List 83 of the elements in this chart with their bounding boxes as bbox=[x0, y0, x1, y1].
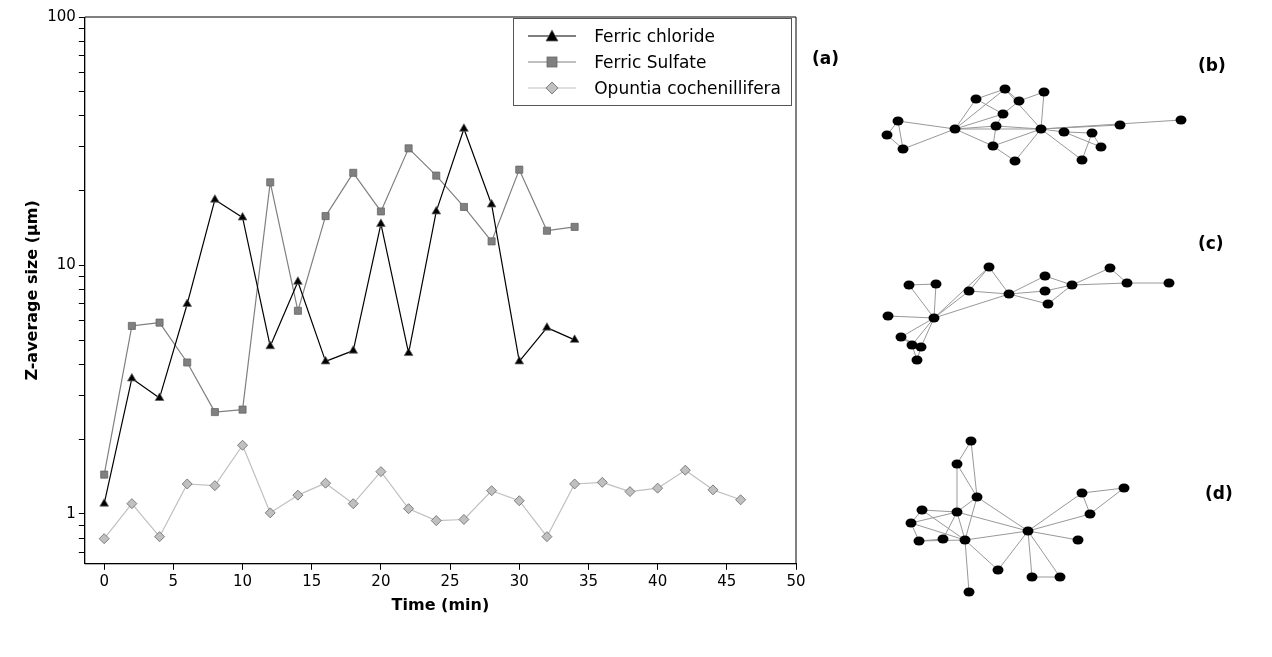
x-tick-label: 40 bbox=[648, 571, 668, 590]
point bbox=[155, 318, 164, 327]
x-tick-label: 15 bbox=[302, 571, 322, 590]
point bbox=[596, 476, 608, 488]
point bbox=[100, 470, 109, 479]
point bbox=[514, 356, 525, 365]
point bbox=[321, 212, 330, 221]
x-tick-label: 50 bbox=[786, 571, 806, 590]
point bbox=[679, 464, 691, 476]
y-tick-label: 100 bbox=[47, 6, 76, 25]
point bbox=[210, 194, 220, 203]
point bbox=[513, 495, 525, 507]
point bbox=[126, 498, 138, 510]
legend-label: Ferric Sulfate bbox=[594, 52, 707, 72]
text: (d) bbox=[1205, 483, 1233, 503]
point bbox=[99, 498, 109, 507]
point bbox=[459, 123, 469, 132]
point bbox=[292, 489, 304, 501]
point bbox=[348, 345, 358, 354]
y-tick-label: 10 bbox=[56, 255, 76, 274]
text: (b) bbox=[1198, 55, 1226, 75]
point bbox=[570, 222, 579, 231]
point bbox=[458, 514, 470, 525]
point bbox=[154, 531, 165, 543]
point bbox=[515, 165, 524, 174]
point bbox=[569, 478, 581, 490]
point bbox=[430, 515, 442, 527]
point bbox=[182, 298, 192, 307]
point bbox=[181, 478, 193, 490]
x-tick-label: 35 bbox=[578, 571, 599, 590]
x-tick-label: 30 bbox=[509, 571, 529, 590]
point bbox=[569, 334, 580, 343]
point bbox=[432, 171, 441, 180]
point bbox=[237, 212, 248, 221]
point bbox=[347, 498, 359, 510]
point bbox=[624, 486, 636, 497]
point bbox=[431, 206, 441, 215]
point bbox=[541, 531, 553, 543]
point bbox=[238, 405, 247, 414]
point bbox=[735, 494, 747, 506]
point bbox=[237, 439, 248, 451]
x-axis-title: Time (min) bbox=[391, 594, 490, 614]
point bbox=[127, 322, 136, 330]
point bbox=[404, 144, 413, 153]
point bbox=[543, 226, 551, 235]
point bbox=[375, 466, 387, 478]
x-tick-label: 45 bbox=[717, 571, 737, 590]
point bbox=[487, 237, 496, 246]
point bbox=[98, 533, 110, 545]
x-tick-label: 25 bbox=[440, 571, 460, 590]
point bbox=[293, 276, 303, 285]
point bbox=[266, 178, 275, 187]
point bbox=[376, 218, 386, 227]
point bbox=[349, 168, 358, 177]
point bbox=[127, 373, 137, 382]
x-tick-label: 5 bbox=[168, 571, 179, 590]
point bbox=[403, 503, 414, 515]
legend-label: Opuntia cochenillifera bbox=[594, 78, 781, 98]
point bbox=[264, 507, 276, 519]
x-tick-label: 0 bbox=[99, 571, 109, 590]
y-tick-label: 1 bbox=[66, 503, 76, 522]
point bbox=[293, 306, 302, 315]
point bbox=[210, 408, 219, 417]
point bbox=[265, 340, 275, 350]
text: (a) bbox=[812, 48, 840, 68]
point bbox=[460, 203, 468, 211]
point bbox=[707, 484, 719, 496]
point bbox=[154, 392, 165, 401]
text: (c) bbox=[1198, 233, 1224, 253]
point bbox=[403, 347, 414, 356]
point bbox=[376, 207, 385, 216]
x-tick-label: 10 bbox=[233, 571, 253, 590]
point bbox=[209, 480, 221, 492]
y-axis-title: Z-average size (µm) bbox=[21, 200, 41, 381]
point bbox=[542, 322, 552, 331]
point bbox=[320, 477, 331, 489]
point bbox=[183, 358, 192, 367]
point bbox=[652, 482, 664, 494]
legend-label: Ferric chloride bbox=[594, 26, 715, 46]
point bbox=[320, 356, 331, 365]
point bbox=[486, 199, 497, 208]
point bbox=[486, 485, 498, 497]
x-tick-label: 20 bbox=[371, 571, 391, 590]
